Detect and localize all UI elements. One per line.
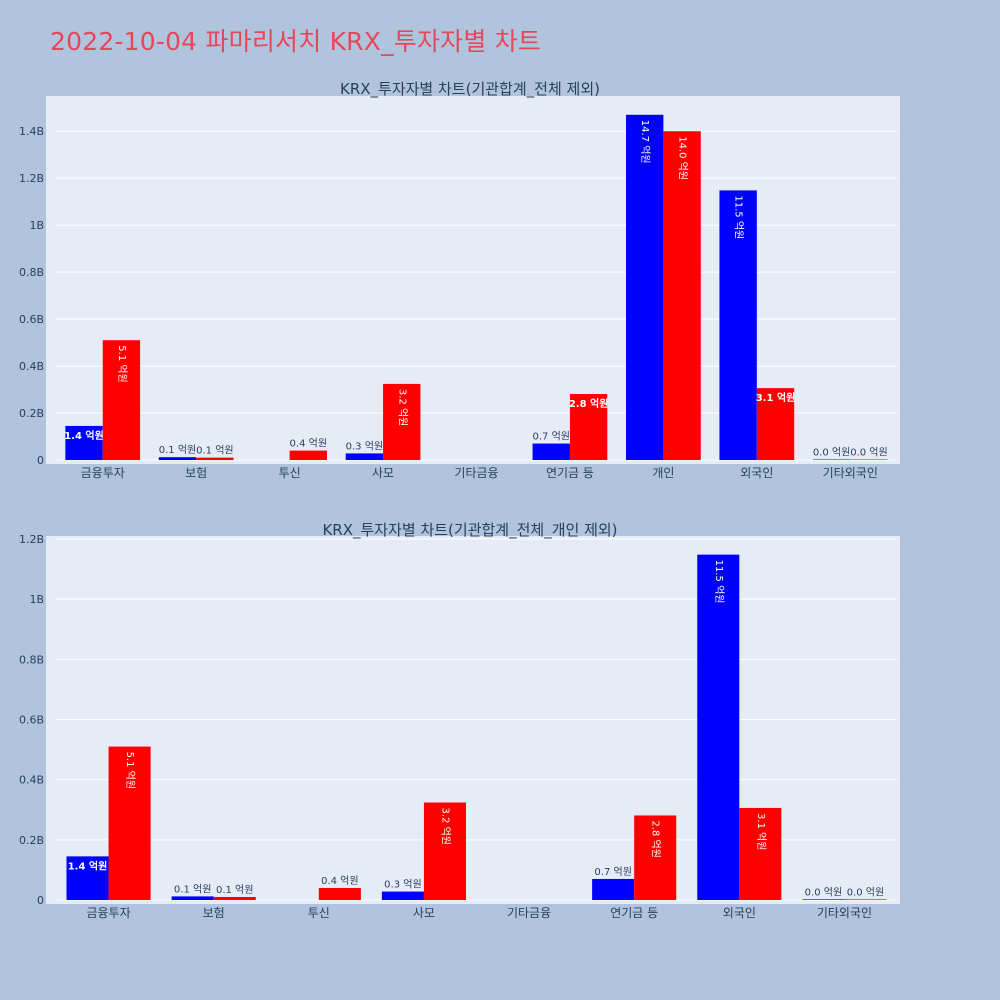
bar: [108, 746, 151, 900]
x-tick-label: 금융투자: [86, 906, 130, 920]
bar-label: 1.4 억원: [68, 859, 108, 872]
bar: [381, 891, 424, 900]
bar-label: 3.1 억원: [756, 391, 796, 404]
bar-label: 5.1 억원: [124, 752, 136, 789]
x-tick-label: 금융투자: [81, 466, 125, 480]
bar: [569, 394, 608, 460]
bar-label: 3.2 억원: [439, 808, 451, 845]
bar-label: 0.4 억원: [290, 438, 327, 450]
page-title: 2022-10-04 파마리서치 KRX_투자자별 차트: [50, 27, 542, 56]
y-tick-label: 0.8B: [19, 653, 44, 666]
bar: [844, 899, 887, 900]
bar: [719, 190, 757, 461]
x-tick-label: 사모: [372, 466, 394, 480]
bar-label: 0.4 억원: [321, 875, 358, 887]
bar: [383, 383, 421, 460]
y-tick-label: 1B: [29, 593, 44, 606]
bar: [592, 878, 635, 900]
x-tick-label: 보험: [203, 906, 225, 920]
bar-label: 2.8 억원: [569, 397, 609, 410]
y-tick-label: 0.8B: [19, 266, 44, 279]
bar: [196, 457, 234, 460]
y-tick-label: 0: [37, 454, 44, 467]
bar-label: 5.1 억원: [116, 345, 128, 382]
bar-label: 14.0 억원: [677, 136, 689, 180]
bar: [739, 807, 782, 900]
x-tick-label: 기타외국인: [817, 906, 872, 920]
bar-label: 0.7 억원: [594, 866, 631, 878]
bar-label: 0.7 억원: [533, 431, 570, 443]
bar-label: 14.7 억원: [639, 120, 651, 164]
bar: [756, 388, 795, 460]
bar: [626, 114, 664, 460]
y-tick-label: 1.2B: [19, 533, 44, 546]
y-tick-label: 1.4B: [19, 125, 44, 138]
bar-label: 0.0 억원: [850, 447, 887, 459]
bar: [158, 457, 197, 460]
bar-label: 0.0 억원: [805, 886, 842, 898]
chart-1: 0 0.2B 0.4B 0.6B 0.8B 1B 1.2B 1.4B KRX_투자자별 차트(기…: [19, 80, 900, 480]
bar-label: 0.0 억원: [813, 447, 850, 459]
y-tick-label: 1.2B: [19, 172, 44, 185]
bar: [289, 450, 327, 460]
x-tick-label: 기타금융: [507, 906, 551, 920]
x-tick-label: 기타외국인: [823, 466, 878, 480]
bar: [634, 815, 677, 900]
x-tick-label: 연기금 등: [546, 466, 594, 480]
bar: [345, 453, 384, 460]
y-tick-label: 0.6B: [19, 714, 44, 727]
bar: [213, 896, 256, 900]
chart-title: KRX_투자자별 차트(기관합계_전체 제외): [340, 80, 600, 99]
y-tick-label: 0.6B: [19, 313, 44, 326]
bar-label: 3.2 억원: [396, 389, 408, 426]
y-tick-label: 0: [37, 894, 44, 907]
bar-label: 0.1 억원: [174, 883, 211, 895]
bar: [318, 887, 361, 900]
y-tick-label: 0.4B: [19, 774, 44, 787]
bar-label: 0.1 억원: [216, 884, 253, 896]
bar-label: 0.1 억원: [196, 445, 233, 457]
x-tick-label: 외국인: [723, 906, 756, 920]
bar: [697, 554, 740, 900]
y-tick-label: 1B: [29, 219, 44, 232]
bar: [802, 899, 845, 900]
bar: [423, 802, 466, 900]
x-tick-label: 투신: [279, 466, 301, 480]
y-tick-label: 0.2B: [19, 834, 44, 847]
x-tick-label: 사모: [413, 906, 435, 920]
bar: [663, 131, 701, 460]
bar-label: 11.5 억원: [733, 195, 745, 239]
bar: [171, 896, 214, 900]
bar-label: 0.0 억원: [847, 886, 884, 898]
bar-label: 0.1 억원: [159, 444, 196, 456]
bar-label: 2.8 억원: [650, 820, 662, 857]
x-tick-label: 보험: [185, 466, 207, 480]
x-tick-label: 기타금융: [454, 466, 498, 480]
bar-label: 11.5 억원: [713, 560, 725, 604]
x-tick-label: 연기금 등: [610, 906, 658, 920]
chart-2: 0 0.2B 0.4B 0.6B 0.8B 1B 1.2B KRX_투자자별 차트(기관합계_…: [19, 521, 900, 920]
x-tick-label: 외국인: [740, 466, 773, 480]
bar: [65, 425, 103, 460]
bar: [532, 443, 570, 460]
chart-title: KRX_투자자별 차트(기관합계_전체_개인 제외): [322, 521, 617, 540]
bar: [66, 856, 109, 900]
y-tick-label: 0.4B: [19, 360, 44, 373]
y-tick-label: 0.2B: [19, 407, 44, 420]
x-tick-label: 투신: [308, 906, 330, 920]
bar-label: 0.3 억원: [384, 879, 421, 891]
bar-label: 1.4 억원: [64, 429, 104, 442]
bar: [102, 340, 141, 460]
x-tick-label: 개인: [652, 466, 674, 480]
bar-label: 3.1 억원: [755, 813, 767, 850]
bar-label: 0.3 억원: [346, 440, 383, 452]
